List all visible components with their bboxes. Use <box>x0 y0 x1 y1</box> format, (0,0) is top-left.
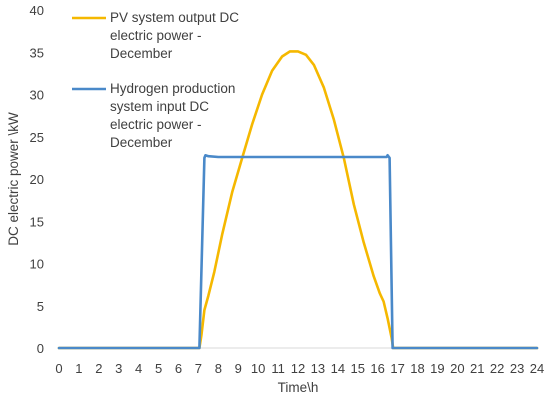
x-tick-label: 4 <box>135 361 142 376</box>
x-tick-label: 2 <box>95 361 102 376</box>
x-axis-title: Time\h <box>278 380 319 395</box>
x-tick-label: 6 <box>175 361 182 376</box>
y-tick-label: 0 <box>37 341 44 356</box>
legend-label-1: PV system output DC electric power -Decem… <box>110 10 239 61</box>
y-tick-label: 40 <box>30 3 44 18</box>
x-tick-label: 18 <box>410 361 424 376</box>
x-tick-label: 3 <box>115 361 122 376</box>
y-axis-title: DC electric power \kW <box>6 112 21 246</box>
series-line-1 <box>57 50 539 350</box>
x-axis-ticks: 0 1 2 3 4 5 6 7 8 9 10 11 12 13 14 15 16 17 18 19 20 21 22 23 24 <box>55 361 544 376</box>
x-tick-label: 19 <box>430 361 444 376</box>
x-tick-label: 1 <box>75 361 82 376</box>
y-tick-label: 10 <box>30 257 44 272</box>
x-tick-label: 15 <box>351 361 365 376</box>
series-line-2 <box>57 154 539 350</box>
x-tick-label: 7 <box>195 361 202 376</box>
x-tick-label: 8 <box>215 361 222 376</box>
x-tick-label: 0 <box>55 361 62 376</box>
y-tick-label: 25 <box>30 130 44 145</box>
x-tick-label: 12 <box>291 361 305 376</box>
x-tick-label: 11 <box>271 361 285 376</box>
y-tick-label: 20 <box>30 172 44 187</box>
y-tick-label: 5 <box>37 299 44 314</box>
x-tick-label: 10 <box>251 361 265 376</box>
y-tick-label: 15 <box>30 214 44 229</box>
x-tick-label: 5 <box>155 361 162 376</box>
x-tick-label: 17 <box>390 361 404 376</box>
x-tick-label: 13 <box>311 361 325 376</box>
legend: PV system output DC electric power -Decem… <box>72 10 239 150</box>
x-tick-label: 9 <box>235 361 242 376</box>
x-tick-label: 21 <box>470 361 484 376</box>
x-tick-label: 14 <box>331 361 345 376</box>
x-tick-label: 16 <box>370 361 384 376</box>
x-tick-label: 23 <box>510 361 524 376</box>
x-tick-label: 20 <box>450 361 464 376</box>
x-tick-label: 22 <box>490 361 504 376</box>
y-tick-label: 30 <box>30 88 44 103</box>
legend-label-2: Hydrogen production system input DC electr… <box>110 81 235 150</box>
x-tick-label: 24 <box>530 361 544 376</box>
series-group <box>57 50 539 350</box>
y-tick-label: 35 <box>30 45 44 60</box>
y-axis-ticks: 0 5 10 15 20 25 30 35 40 <box>30 3 44 356</box>
